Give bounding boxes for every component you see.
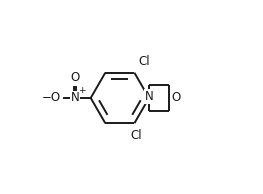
Text: Cl: Cl: [138, 55, 150, 68]
Text: +: +: [78, 86, 86, 95]
Text: −O: −O: [42, 91, 61, 105]
Text: O: O: [171, 91, 180, 105]
Text: O: O: [70, 71, 80, 84]
Text: N: N: [145, 90, 154, 103]
Text: Cl: Cl: [131, 129, 143, 142]
Text: N: N: [71, 91, 79, 105]
